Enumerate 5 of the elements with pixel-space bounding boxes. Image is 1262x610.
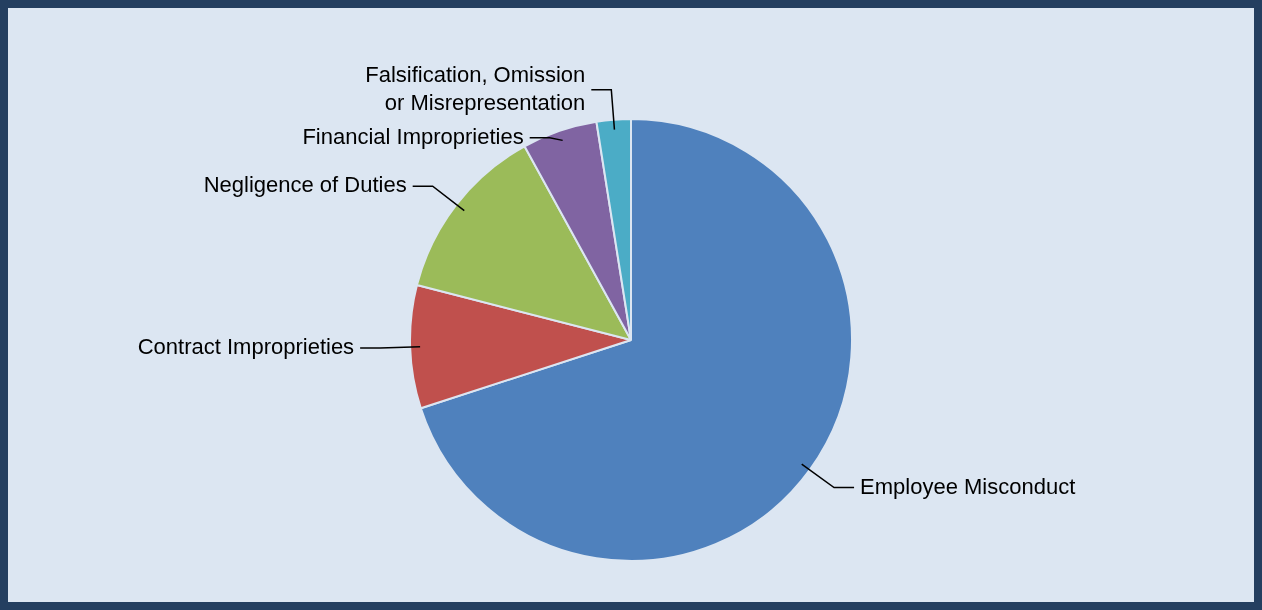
slice-label: Negligence of Duties	[203, 172, 407, 198]
slice-label: Financial Improprieties	[302, 123, 524, 149]
slice-label: Employee Misconduct	[860, 473, 1076, 499]
slice-label: Falsification, Omission or Misrepresentation	[365, 61, 586, 115]
slice-label: Contract Improprieties	[137, 333, 355, 359]
